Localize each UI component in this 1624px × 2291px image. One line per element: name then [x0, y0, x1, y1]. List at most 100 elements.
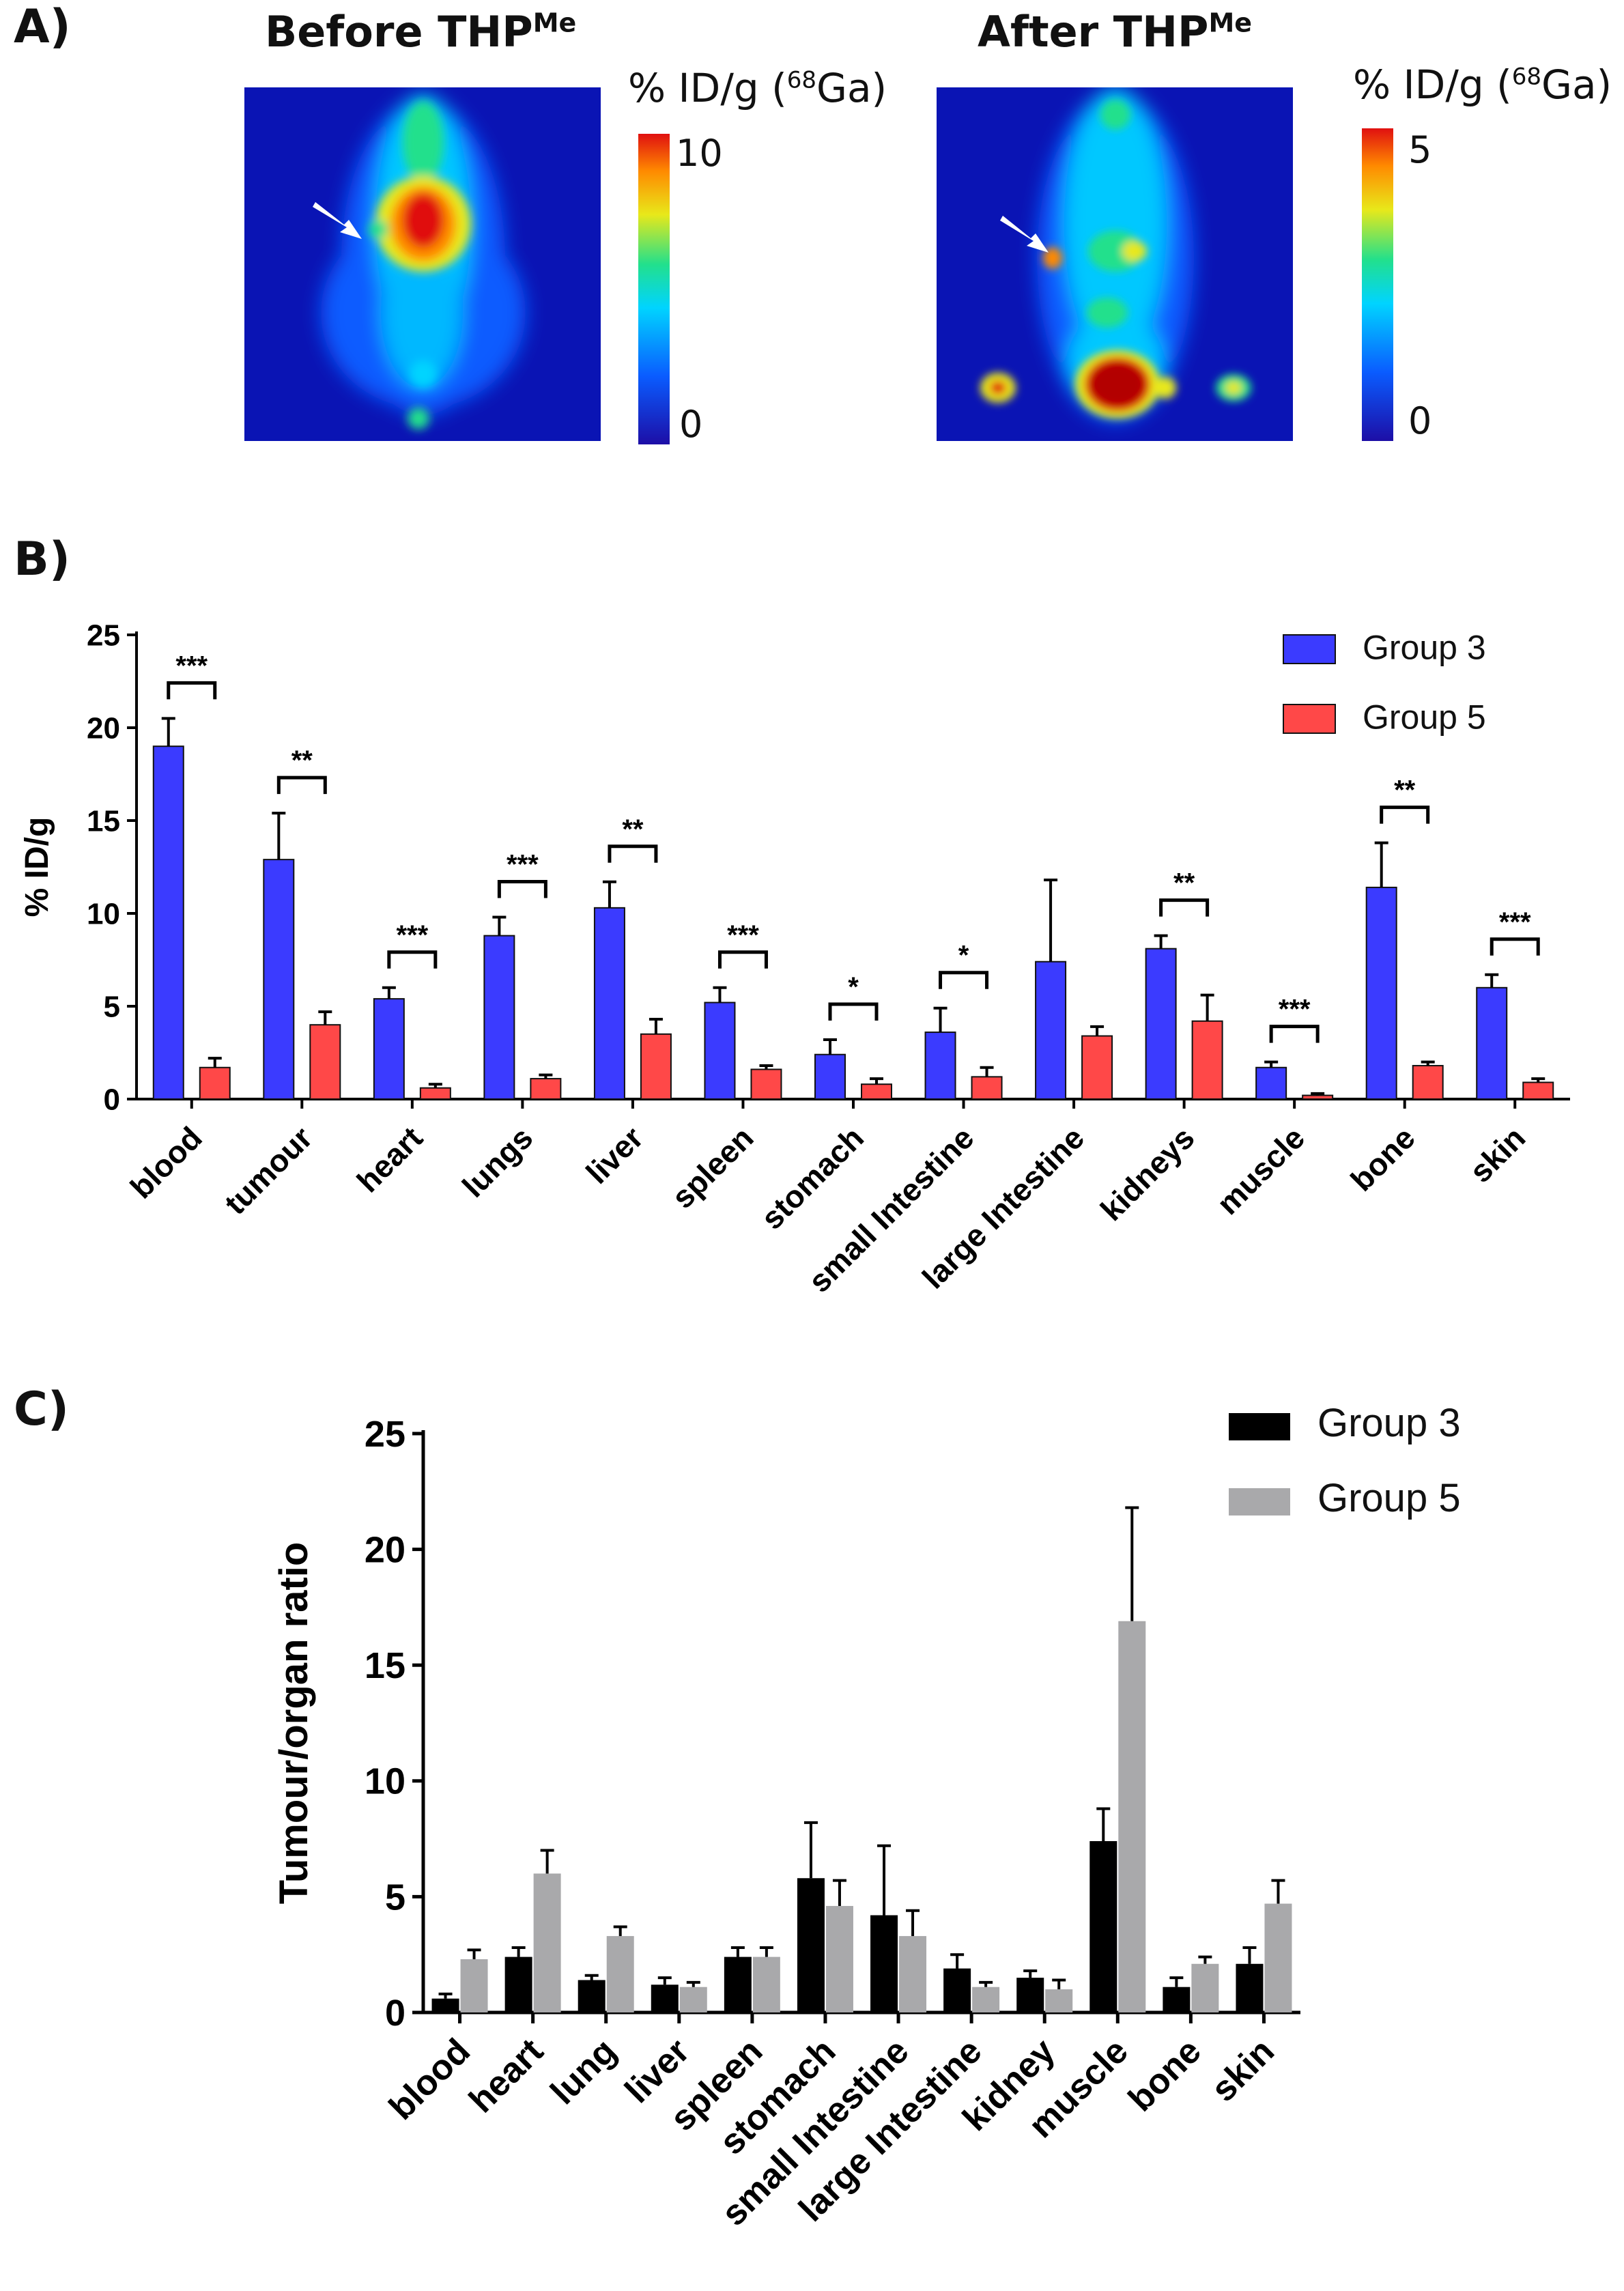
chart-b-bar-group-5-tumour [309, 1024, 341, 1100]
chart-c-bar-group-3-bone [1163, 1987, 1191, 2012]
chart-b-sig-bracket-blood [167, 681, 217, 700]
chart-c-bar-group-3-stomach [797, 1878, 825, 2012]
chart-b-category-label-tumour: tumour [218, 1120, 319, 1221]
chart-b-y-tick-label: 10 [87, 897, 120, 930]
pet-image-before [244, 87, 601, 441]
chart-c-bar-group-5-kidney [1045, 1989, 1073, 2012]
chart-b-sig-bracket-bone [1380, 806, 1430, 824]
chart-c-y-tick-label: 10 [365, 1761, 405, 1802]
chart-b-sig-bracket-stomach [828, 1002, 879, 1021]
pet-image-after [937, 87, 1293, 441]
chart-b-sig-bracket-liver [608, 844, 658, 863]
chart-c-bar-group-5-skin [1264, 1903, 1292, 2012]
chart-b-bar-group-3-blood [152, 745, 184, 1100]
pet-before-svg [313, 94, 526, 429]
chart-c-bar-group-5-muscle [1118, 1621, 1146, 2012]
chart-b-bar-group-5-lungs [530, 1078, 562, 1100]
chart-c-bar-group-3-liver [651, 1984, 679, 2012]
chart-c-bar-group-5-lung [606, 1936, 634, 2012]
chart-c-category-label-bone: bone [1121, 2031, 1209, 2119]
chart-b-bar-group-5-stomach [861, 1083, 892, 1100]
chart-c-y-tick-label: 20 [365, 1530, 405, 1571]
chart-b-bar-group-5-blood [199, 1066, 231, 1100]
chart-c-bar-group-3-kidney [1016, 1978, 1044, 2012]
chart-b-sig-bracket-tumour [276, 775, 327, 795]
pet-before-title-sup: Me [532, 8, 577, 38]
chart-c-category-label-lung: lung [543, 2031, 625, 2112]
chart-b-bar-group-3-liver [593, 907, 625, 1100]
chart-b-bar-group-3-small-intestine [924, 1031, 956, 1100]
chart-c-bar-group-3-large-intestine [943, 1968, 971, 2012]
panel-letter-a: A) [14, 0, 71, 54]
chart-b-sig-bracket-skin [1490, 937, 1540, 956]
chart-c-legend-label-group-3: Group 3 [1317, 1406, 1461, 1445]
chart-c-legend-swatch-group-3 [1229, 1413, 1290, 1440]
chart-c-category-label-skin: skin [1203, 2031, 1282, 2109]
chart-b-y-tick-label: 0 [104, 1083, 120, 1116]
pet-after-arrow-icon [1000, 216, 1049, 253]
pet-after-title: After THPMe [978, 7, 1252, 57]
pet-before-colorbar [638, 134, 670, 444]
chart-b-sig-bracket-heart [387, 950, 438, 969]
pet-after-cb-pre: % ID/g ( [1353, 61, 1512, 108]
chart-b-sig-label-bone: ** [1394, 775, 1416, 806]
chart-c-bar-group-5-spleen [752, 1956, 780, 2012]
chart-c-category-label-heart: heart [461, 2031, 551, 2120]
chart-b-bar-group-5-liver [640, 1033, 672, 1100]
chart-c-axes: 0 5 10 15 20 25 [365, 1414, 1300, 2034]
chart-b-sig-label-heart: *** [396, 920, 428, 950]
chart-c-y-tick-label: 25 [365, 1414, 405, 1455]
chart-b-bar-group-5-muscle [1302, 1094, 1334, 1100]
pet-before-cb-max: 10 [676, 132, 723, 175]
chart-c-bar-group-5-bone [1191, 1963, 1219, 2012]
chart-b-category-label-bone: bone [1343, 1120, 1421, 1197]
pet-before-cb-post: Ga) [816, 65, 887, 111]
chart-c-y-axis-label: Tumour/organ ratio [272, 1542, 316, 1905]
chart-b-bar-group-5-kidneys [1191, 1020, 1223, 1100]
chart-c-bar-group-5-heart [533, 1873, 561, 2012]
chart-b-bar-group-3-spleen [704, 1001, 736, 1100]
chart-b-bar-group-3-muscle [1255, 1066, 1287, 1100]
chart-b-category-label-skin: skin [1462, 1120, 1532, 1189]
chart-c-bar-group-5-stomach [825, 1905, 853, 2012]
chart-b-sig-label-lungs: *** [507, 849, 539, 879]
pet-after-cb-post: Ga) [1541, 61, 1612, 108]
chart-b-category-label-heart: heart [350, 1120, 429, 1199]
chart-c-bar-group-3-skin [1236, 1963, 1264, 2012]
pet-after-cb-min: 0 [1408, 399, 1432, 442]
pet-after-svg [980, 87, 1251, 422]
chart-b-legend-label-group-3: Group 3 [1363, 629, 1486, 667]
chart-b-sig-bracket-muscle [1269, 1025, 1320, 1043]
chart-c-bar-group-3-small-intestine [870, 1915, 898, 2012]
pet-after-cb-sup: 68 [1511, 63, 1542, 91]
chart-b-legend-label-group-5: Group 5 [1363, 698, 1486, 737]
chart-c-bar-group-3-blood [431, 1998, 459, 2012]
chart-b-bars: **************************** [152, 651, 1554, 1100]
chart-b-bar-group-5-heart [419, 1087, 451, 1100]
chart-c-bar-group-5-blood [460, 1959, 488, 2012]
chart-b-sig-bracket-spleen [717, 950, 768, 969]
chart-b-category-label-kidneys: kidneys [1094, 1120, 1201, 1227]
panel-letter-c: C) [14, 1382, 69, 1436]
chart-b-legend-swatch-group-5 [1283, 704, 1336, 734]
chart-c-bars [431, 1506, 1292, 2012]
chart-b-sig-bracket-lungs [497, 879, 547, 898]
chart-b-bar-group-3-bone [1365, 886, 1397, 1100]
chart-b-sig-bracket-small-intestine [939, 971, 989, 989]
chart-b-category-label-stomach: stomach [754, 1120, 871, 1236]
chart-b-sig-label-muscle: *** [1279, 995, 1311, 1025]
chart-b-bar-group-5-small-intestine [971, 1076, 1003, 1100]
chart-c-legend-label-group-5: Group 5 [1317, 1476, 1461, 1520]
chart-b-y-tick-label: 20 [87, 711, 120, 745]
chart-b-bar-group-5-spleen [750, 1068, 782, 1100]
chart-b-category-label-lungs: lungs [455, 1120, 540, 1204]
panel-letter-b: B) [14, 532, 70, 586]
pet-before-title: Before THPMe [265, 7, 576, 57]
pet-before-title-text: Before THP [265, 7, 533, 57]
chart-b-legend-swatch-group-3 [1283, 634, 1336, 664]
chart-c-bar-group-3-muscle [1089, 1840, 1117, 2012]
chart-b-sig-label-skin: *** [1499, 907, 1531, 937]
chart-c-bar-group-3-spleen [724, 1956, 752, 2012]
chart-c-legend-swatch-group-5 [1229, 1488, 1290, 1516]
